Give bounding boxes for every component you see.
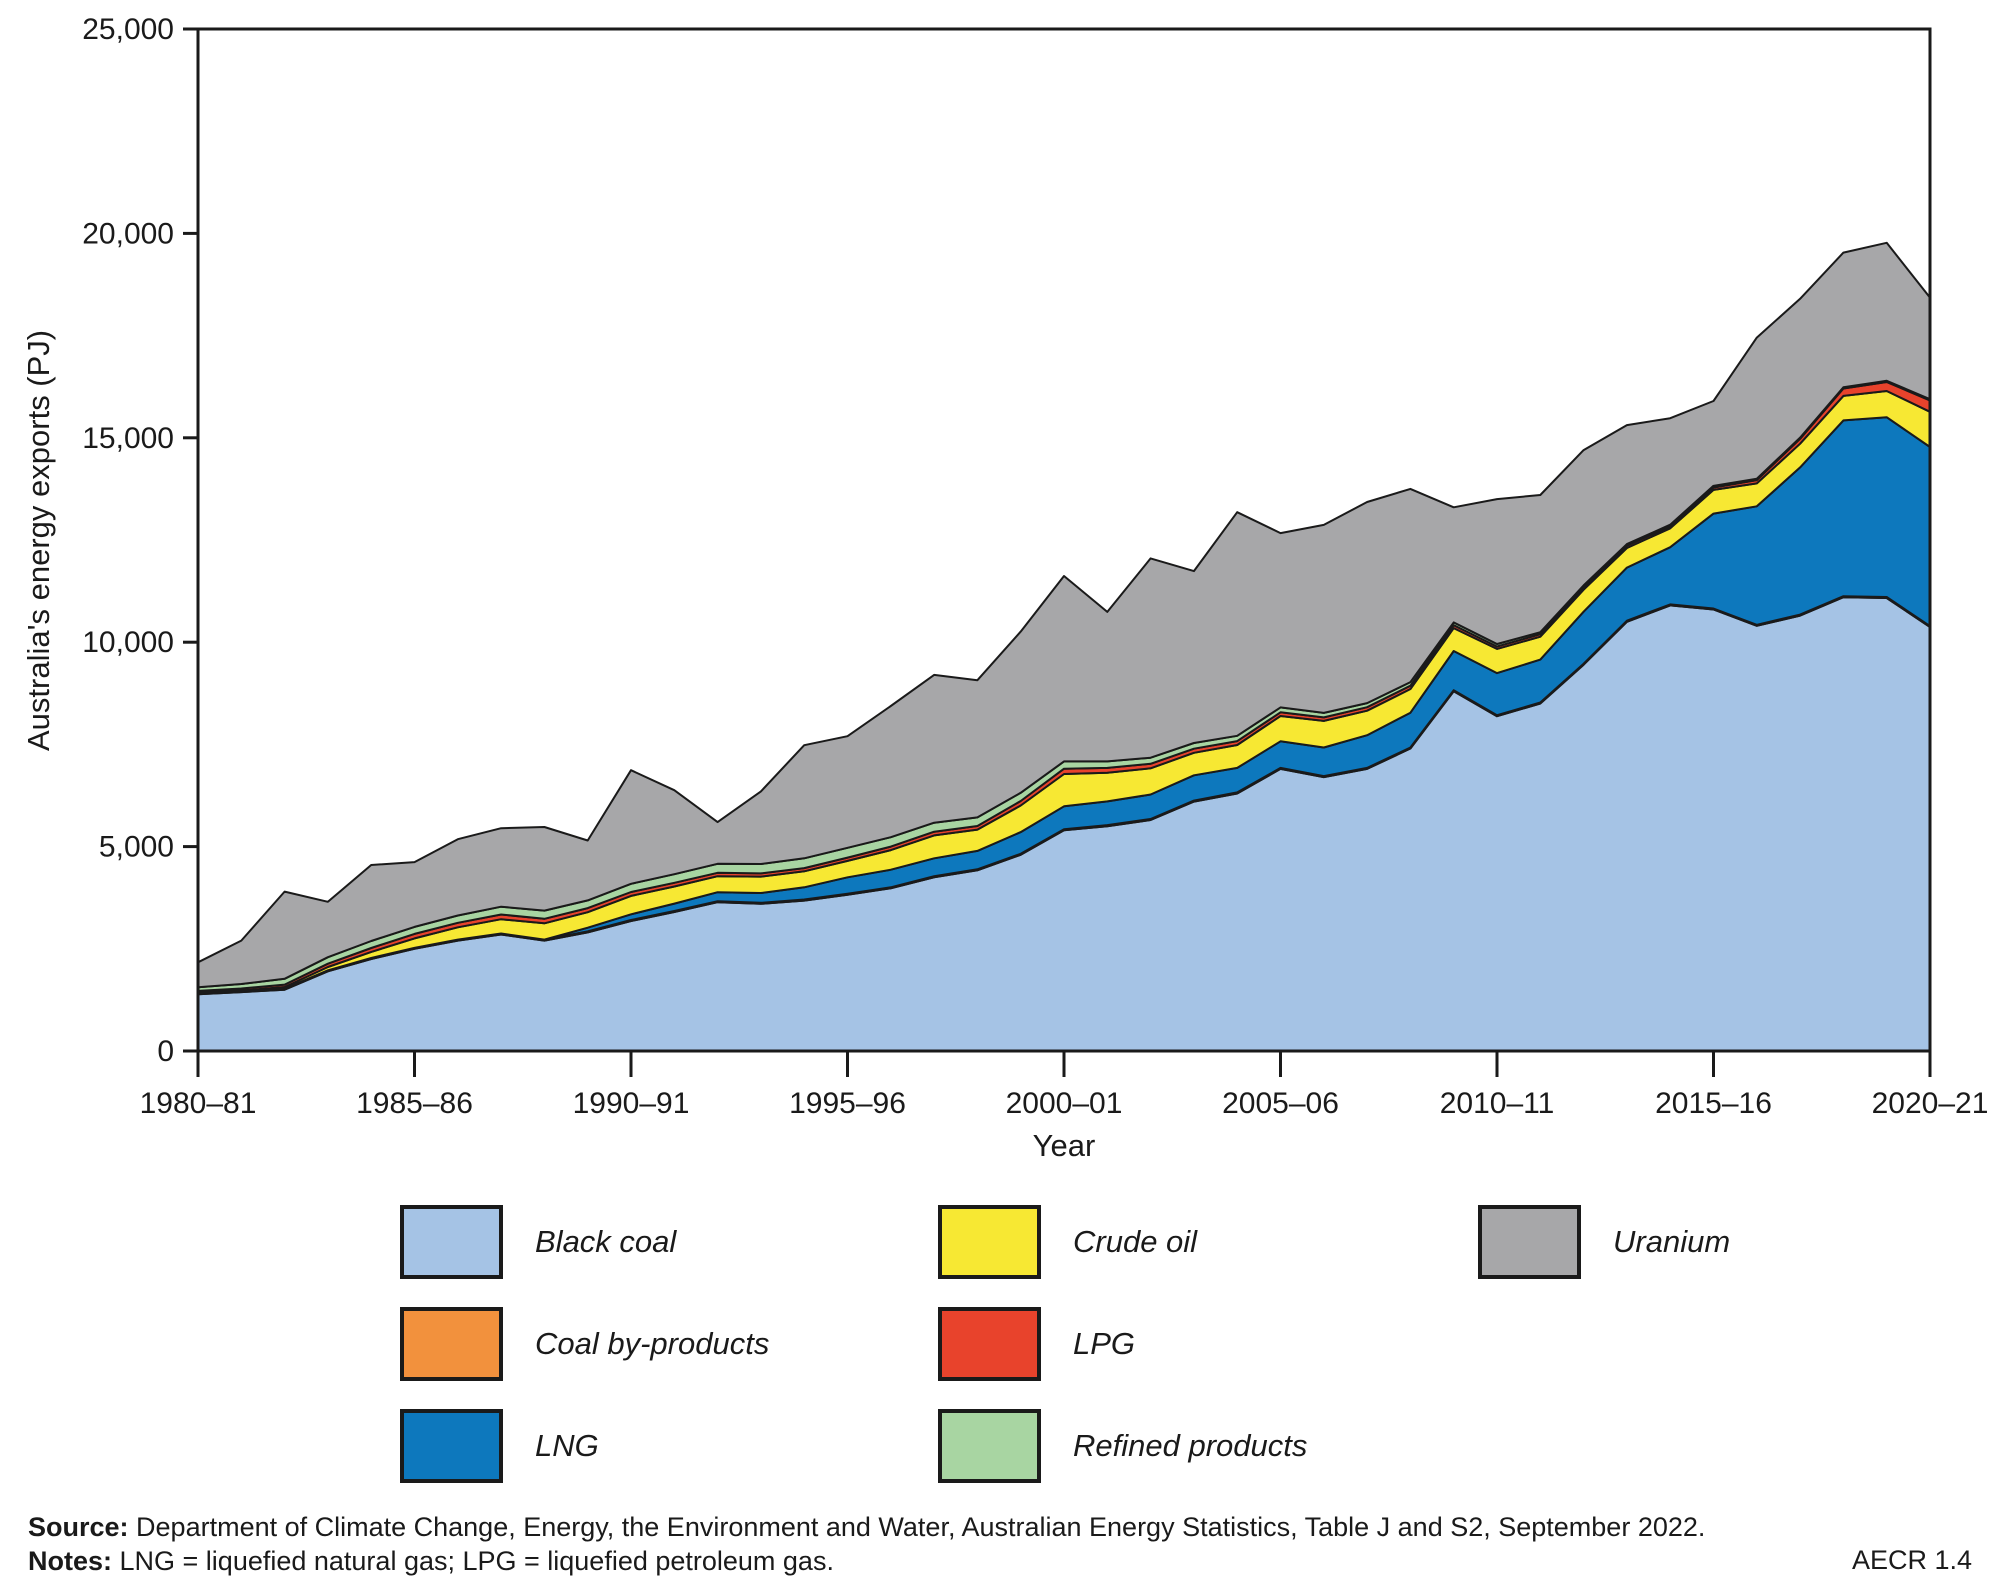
- y-tick-label: 25,000: [82, 13, 174, 46]
- black-coal-swatch: [400, 1205, 503, 1279]
- x-tick-label: 2015–16: [1655, 1087, 1772, 1120]
- legend-item-lng: LNG: [400, 1409, 800, 1483]
- legend-label: LNG: [535, 1428, 599, 1463]
- source-text: Department of Climate Change, Energy, th…: [128, 1512, 1706, 1542]
- notes-text: LNG = liquefied natural gas; LPG = lique…: [112, 1546, 834, 1576]
- crude-oil-swatch: [938, 1205, 1041, 1279]
- legend-label: Crude oil: [1073, 1224, 1198, 1259]
- figure-code: AECR 1.4: [1851, 1545, 1972, 1575]
- x-tick-label: 1985–86: [356, 1087, 473, 1120]
- x-tick-label: 1990–91: [573, 1087, 690, 1120]
- legend-item-crude-oil: Crude oil: [938, 1205, 1358, 1279]
- notes-label: Notes:: [28, 1546, 113, 1576]
- source-note: Source: Department of Climate Change, En…: [28, 1511, 1705, 1544]
- legend-item-lpg: LPG: [938, 1307, 1358, 1381]
- y-axis-title: Australia's energy exports (PJ): [21, 329, 56, 751]
- x-tick-label: 2000–01: [1006, 1087, 1123, 1120]
- legend-label: Coal by-products: [535, 1326, 770, 1361]
- x-tick-label: 2020–21: [1872, 1087, 1989, 1120]
- legend-label: Uranium: [1613, 1224, 1731, 1259]
- legend-label: Refined products: [1073, 1428, 1308, 1463]
- lpg-swatch: [938, 1307, 1041, 1381]
- legend-item-coal-by-products: Coal by-products: [400, 1307, 800, 1381]
- x-tick-label: 1980–81: [140, 1087, 257, 1120]
- y-tick-label: 20,000: [82, 217, 174, 250]
- y-tick-label: 15,000: [82, 422, 174, 455]
- x-axis-title: Year: [1032, 1128, 1096, 1163]
- legend-label: Black coal: [535, 1224, 677, 1259]
- source-label: Source:: [28, 1512, 129, 1542]
- legend-label: LPG: [1073, 1326, 1136, 1361]
- x-tick-label: 1995–96: [789, 1087, 906, 1120]
- uranium-swatch: [1478, 1205, 1581, 1279]
- lng-swatch: [400, 1409, 503, 1483]
- legend-item-uranium: Uranium: [1478, 1205, 1878, 1279]
- x-tick-label: 2010–11: [1440, 1087, 1555, 1120]
- x-tick-label: 2005–06: [1222, 1087, 1339, 1120]
- y-tick-label: 0: [157, 1035, 174, 1068]
- y-tick-label: 5,000: [99, 831, 174, 864]
- refined-products-swatch: [938, 1409, 1041, 1483]
- legend-item-refined-products: Refined products: [938, 1409, 1358, 1483]
- notes-note: Notes: LNG = liquefied natural gas; LPG …: [28, 1545, 834, 1578]
- y-tick-label: 10,000: [82, 626, 174, 659]
- legend-item-black-coal: Black coal: [400, 1205, 800, 1279]
- coal-by-products-swatch: [400, 1307, 503, 1381]
